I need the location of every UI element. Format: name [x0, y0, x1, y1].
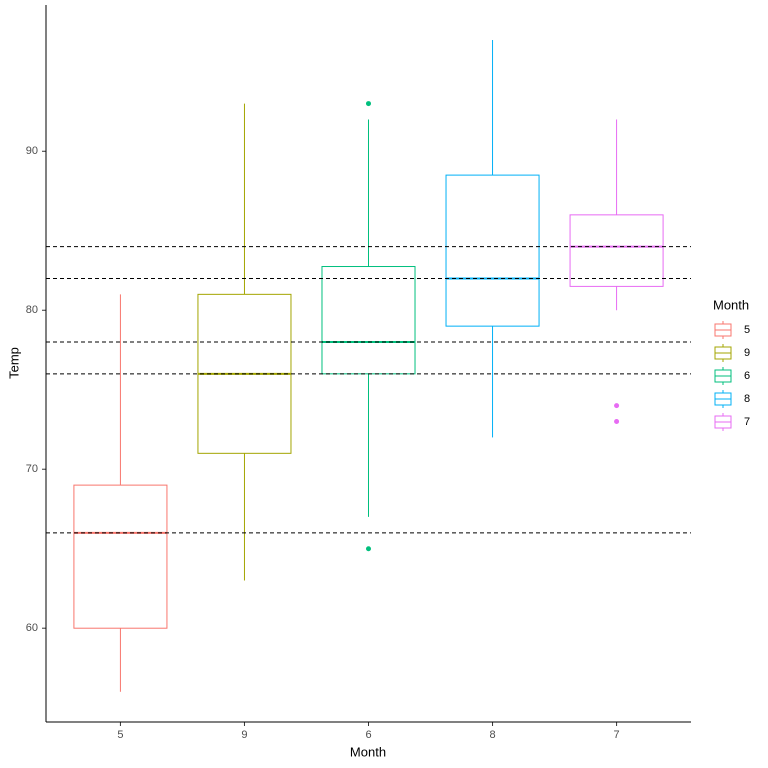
legend-label: 5 — [744, 324, 750, 336]
box — [445, 174, 540, 327]
y-tick-label: 90 — [26, 145, 38, 157]
x-axis-label: Month — [350, 744, 386, 759]
legend-title: Month — [713, 297, 749, 312]
outlier — [614, 419, 620, 425]
x-tick-label: 6 — [365, 729, 371, 741]
outlier — [366, 546, 371, 552]
x-tick-label: 8 — [489, 729, 495, 741]
box — [73, 484, 168, 629]
y-tick-label: 60 — [26, 622, 38, 634]
y-tick-label: 80 — [26, 304, 38, 316]
y-axis-label: Temp — [6, 347, 21, 379]
legend-label: 9 — [744, 347, 750, 359]
x-tick-label: 5 — [117, 729, 123, 741]
x-tick-label: 9 — [241, 729, 247, 741]
y-tick-label: 70 — [26, 463, 38, 475]
outlier — [614, 403, 620, 409]
box — [569, 214, 664, 287]
legend-label: 6 — [744, 370, 750, 382]
legend-label: 7 — [744, 416, 750, 428]
box — [321, 266, 416, 375]
outlier — [366, 101, 371, 107]
legend-label: 8 — [744, 393, 750, 405]
x-tick-label: 7 — [614, 729, 620, 741]
